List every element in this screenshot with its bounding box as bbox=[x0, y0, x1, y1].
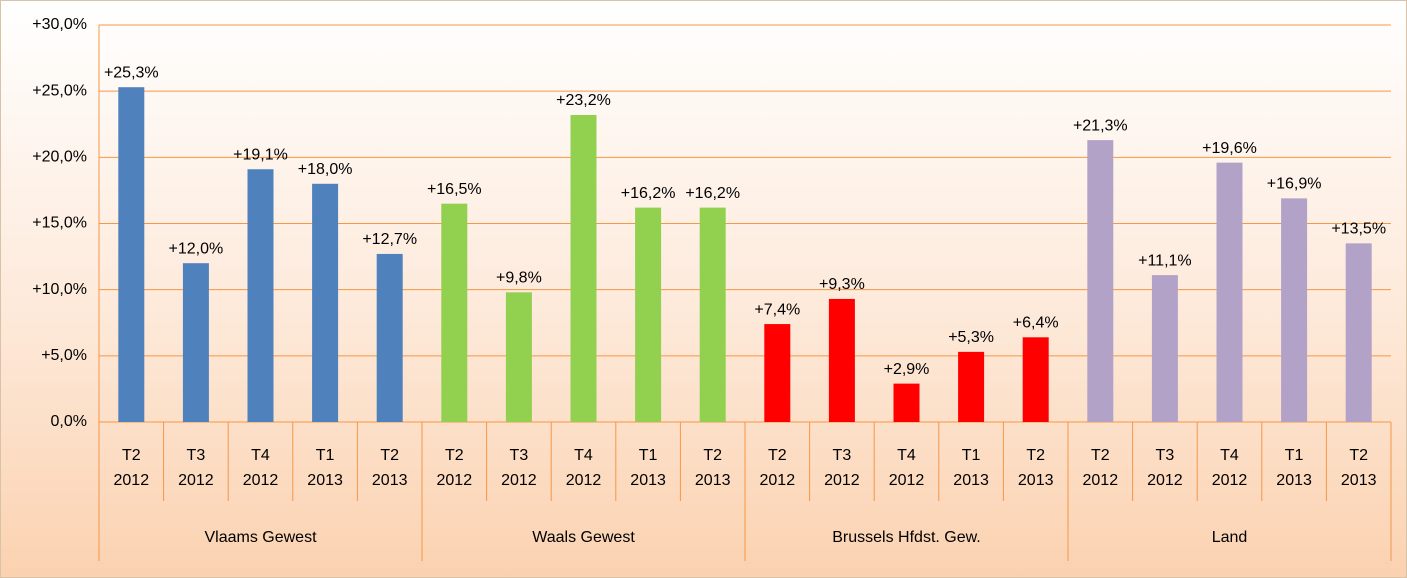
value-label: +25,3% bbox=[104, 64, 159, 81]
y-tick-label: +15,0% bbox=[32, 215, 87, 232]
bar bbox=[441, 203, 468, 422]
value-label: +11,1% bbox=[1138, 252, 1192, 269]
x-tick-label: T1 2013 bbox=[630, 447, 666, 489]
value-label: +18,0% bbox=[298, 161, 353, 178]
value-label: +2,9% bbox=[884, 361, 930, 378]
x-tick-label: T2 2012 bbox=[1082, 447, 1119, 489]
bar bbox=[1216, 162, 1243, 423]
bar bbox=[1022, 337, 1049, 422]
x-tick-label: T3 2012 bbox=[501, 447, 537, 489]
value-label: +6,4% bbox=[1013, 315, 1059, 332]
bar bbox=[247, 169, 274, 422]
bar bbox=[699, 207, 726, 422]
x-tick-label: T2 2013 bbox=[1340, 447, 1377, 489]
x-tick-label: T4 2012 bbox=[242, 447, 279, 489]
x-tick-label: T3 2012 bbox=[1147, 447, 1183, 489]
group-label: Vlaams Gewest bbox=[204, 529, 317, 546]
y-tick-label: 0,0% bbox=[51, 413, 87, 430]
bar bbox=[570, 114, 597, 422]
bar bbox=[312, 183, 339, 422]
group-label: Brussels Hfdst. Gew. bbox=[832, 529, 981, 546]
value-label: +16,2% bbox=[621, 185, 676, 202]
x-tick-label: T2 2013 bbox=[694, 447, 731, 489]
bar bbox=[635, 207, 662, 422]
value-label: +16,2% bbox=[685, 185, 740, 202]
x-tick-label: T2 2012 bbox=[436, 447, 473, 489]
bar bbox=[1281, 198, 1308, 422]
x-tick-label: T4 2012 bbox=[888, 447, 925, 489]
y-tick-label: +25,0% bbox=[32, 82, 87, 99]
x-tick-label: T3 2012 bbox=[824, 447, 860, 489]
value-label: +5,3% bbox=[948, 329, 994, 346]
x-tick-label: T2 2012 bbox=[759, 447, 796, 489]
value-label: +12,0% bbox=[169, 240, 224, 257]
value-label: +9,8% bbox=[496, 270, 542, 287]
bar bbox=[828, 298, 855, 422]
x-tick-label: T3 2012 bbox=[178, 447, 214, 489]
x-tick-label: T4 2012 bbox=[1211, 447, 1248, 489]
bar bbox=[1151, 275, 1178, 422]
bar bbox=[182, 263, 209, 422]
value-label: +19,1% bbox=[233, 146, 288, 163]
x-tick-label: T1 2013 bbox=[1276, 447, 1312, 489]
bar bbox=[505, 292, 532, 422]
value-label: +13,5% bbox=[1331, 221, 1386, 238]
bar bbox=[764, 324, 791, 422]
bar bbox=[893, 383, 920, 422]
bar bbox=[958, 351, 985, 422]
value-label: +7,4% bbox=[754, 301, 800, 318]
value-label: +16,9% bbox=[1267, 176, 1322, 193]
value-label: +19,6% bbox=[1202, 140, 1257, 157]
y-tick-label: +20,0% bbox=[32, 149, 87, 166]
value-label: +9,3% bbox=[819, 276, 865, 293]
y-tick-label: +5,0% bbox=[41, 347, 87, 364]
value-label: +12,7% bbox=[362, 231, 417, 248]
bar bbox=[118, 87, 145, 423]
bar bbox=[1087, 140, 1114, 422]
group-label: Land bbox=[1211, 529, 1248, 546]
y-tick-label: +10,0% bbox=[32, 281, 87, 298]
x-tick-label: T2 2013 bbox=[371, 447, 408, 489]
bar bbox=[376, 253, 403, 422]
value-label: +21,3% bbox=[1073, 117, 1128, 134]
x-tick-label: T4 2012 bbox=[565, 447, 602, 489]
x-tick-label: T2 2012 bbox=[113, 447, 150, 489]
x-tick-label: T2 2013 bbox=[1017, 447, 1054, 489]
value-label: +23,2% bbox=[556, 92, 611, 109]
bar bbox=[1345, 243, 1372, 422]
y-tick-label: +30,0% bbox=[32, 16, 87, 33]
group-label: Waals Gewest bbox=[532, 529, 635, 546]
x-tick-label: T1 2013 bbox=[307, 447, 343, 489]
x-tick-label: T1 2013 bbox=[953, 447, 989, 489]
value-label: +16,5% bbox=[427, 181, 482, 198]
